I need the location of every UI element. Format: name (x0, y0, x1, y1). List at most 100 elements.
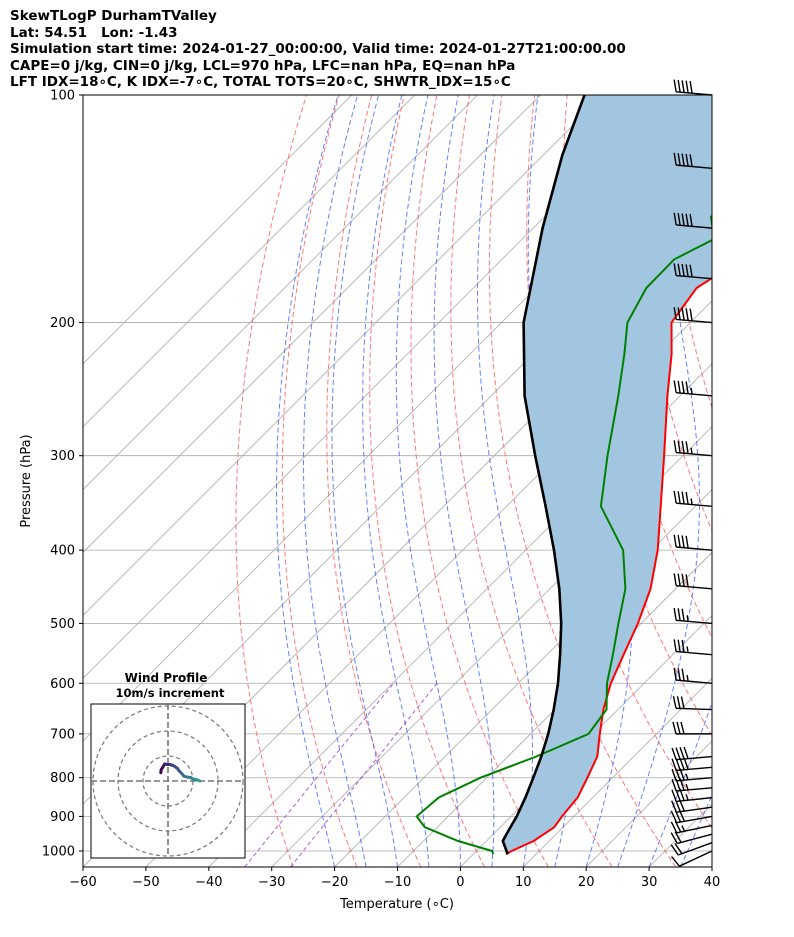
wind-barb-flag (673, 490, 677, 504)
x-tick-label: 40 (704, 875, 721, 890)
wind-barb-flag (683, 746, 689, 759)
wind-barb-flag (689, 308, 693, 321)
x-tick-label: 20 (578, 875, 595, 890)
wind-barb-flag (671, 856, 680, 867)
dry-adiabat (410, 95, 549, 867)
mixing-ratio-line (244, 682, 394, 867)
wind-barb-flag (677, 668, 681, 681)
wind-barb-flag (681, 381, 685, 394)
wind-barb-staff (676, 619, 713, 625)
y-tick-label: 200 (50, 316, 75, 331)
time-line: Simulation start time: 2024-01-27_00:00:… (10, 41, 626, 57)
wind-barb-staff (676, 679, 713, 684)
y-tick-label: 300 (50, 449, 75, 464)
wind-barb-flag (685, 491, 689, 505)
x-tick-label: −50 (132, 875, 159, 890)
isotherm-line (83, 95, 604, 616)
wind-barb-flag (685, 441, 689, 454)
moist-adiabat (680, 794, 712, 867)
dry-adiabat (235, 95, 307, 867)
wind-barb-flag (670, 821, 678, 834)
wind-barb-flag (689, 154, 693, 167)
wind-barb-flag (671, 758, 677, 771)
y-axis-ticks: 1000 900 800 700 600 500 400 300 200 100 (42, 89, 83, 859)
wind-barb-flag (673, 307, 677, 320)
wind-barb-staff (676, 502, 713, 508)
moist-adiabat (395, 95, 461, 867)
x-tick-label: −30 (258, 875, 285, 890)
x-tick-label: −60 (69, 875, 96, 890)
wind-barb-staff (676, 777, 713, 782)
isotherm-line (397, 551, 712, 867)
wind-barb (671, 746, 713, 761)
wind-barb-flag (681, 263, 685, 277)
y-axis-label: Pressure (hPa) (19, 434, 34, 527)
moist-adiabat (617, 95, 701, 867)
cin-area (502, 95, 712, 855)
wind-barb (672, 696, 713, 711)
indices-line: LFT IDX=18∘C, K IDX=-7∘C, TOTAL TOTS=20∘… (10, 74, 511, 90)
wind-barb-flag (681, 639, 685, 653)
wind-barb-flag (673, 639, 677, 652)
wind-barb-flag (681, 440, 685, 454)
hodograph-subtitle: 10m/s increment (116, 686, 225, 700)
dry-adiabat (369, 95, 485, 867)
wind-barb-staff (676, 787, 713, 792)
wind-barb-staff (676, 755, 713, 761)
wind-barb-flag (671, 779, 677, 792)
wind-barb-flag (689, 214, 693, 227)
wind-barb-flag (689, 264, 693, 278)
isotherm-line (83, 95, 667, 679)
moist-adiabat (276, 95, 339, 867)
y-tick-label: 800 (50, 771, 75, 786)
wind-barb-half-flag (685, 794, 689, 801)
wind-barb-flag (679, 757, 685, 770)
wind-barb-flag (673, 667, 677, 681)
wind-barb-half-flag (690, 498, 693, 505)
dry-adiabat (326, 95, 422, 867)
isotherm-line (145, 300, 712, 867)
wind-barb-staff (676, 824, 713, 834)
wind-barb-flag (681, 668, 685, 681)
wind-barb-flag (676, 721, 681, 735)
wind-barb-flag (680, 721, 685, 735)
wind-barb-flag (673, 152, 677, 166)
wind-barb-flag (677, 153, 681, 166)
wind-barb-half-flag (685, 773, 689, 781)
wind-barb-staff (677, 842, 713, 856)
wind-barb-flag (677, 263, 681, 277)
wind-barb-flag (677, 639, 681, 653)
wind-barb-staff (675, 707, 713, 711)
wind-barbs (670, 79, 713, 867)
wind-barb-half-flag (690, 387, 693, 395)
wind-barb-flag (673, 263, 677, 276)
wind-barb-flag (673, 607, 677, 621)
wind-barb (673, 79, 713, 96)
moist-adiabat (433, 95, 495, 867)
wind-barb-staff (676, 274, 713, 280)
moist-adiabat (648, 701, 712, 867)
isotherm-line (334, 489, 712, 867)
dry-adiabat (763, 95, 794, 867)
wind-barb (670, 842, 713, 856)
wind-barb-half-flag (686, 674, 689, 682)
isotherm-line (523, 677, 712, 867)
x-tick-label: 10 (515, 875, 532, 890)
wind-barb-flag (689, 80, 693, 94)
hodograph-trace-segment (159, 768, 163, 775)
x-axis-label: Temperature (∘C) (339, 897, 454, 912)
wind-barb-staff (676, 806, 713, 813)
wind-barb (673, 667, 713, 684)
wind-barb-flag (681, 153, 685, 166)
wind-barb-half-flag (690, 447, 693, 455)
wind-barb (670, 831, 713, 845)
wind-barb (673, 440, 713, 457)
wind-barb-flag (683, 757, 689, 770)
wind-barb-flag (677, 491, 681, 504)
mixing-ratio-lines (244, 682, 438, 867)
dry-adiabat (730, 95, 794, 867)
y-tick-label: 700 (50, 727, 75, 742)
wind-barb-flag (674, 842, 683, 855)
wind-barb-flag (685, 308, 689, 321)
